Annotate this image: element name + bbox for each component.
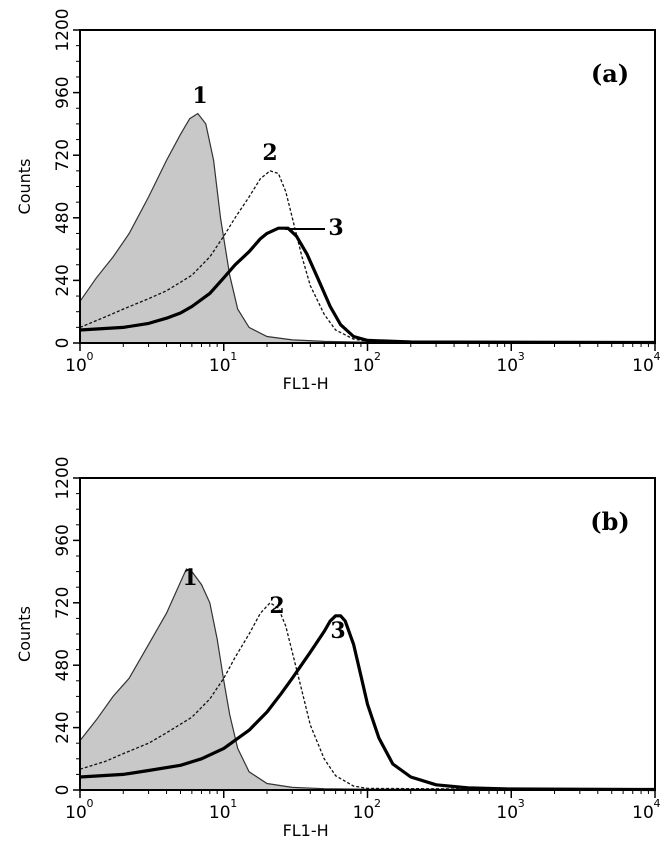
x-axis-title: FL1-H: [283, 821, 329, 840]
y-tick-label: 1200: [53, 456, 73, 499]
x-tick-label: 10: [496, 356, 518, 376]
y-axis-title: Counts: [15, 159, 34, 215]
panel-label: (a): [591, 59, 629, 88]
x-tick-label: 10: [209, 356, 231, 376]
x-tick-exponent: 4: [654, 797, 661, 810]
x-tick-label: 10: [632, 803, 654, 823]
y-tick-label: 0: [53, 785, 73, 796]
series-1-curve: [79, 112, 656, 344]
x-tick-exponent: 1: [230, 350, 237, 363]
x-tick-label: 10: [65, 356, 87, 376]
series-1-curve: [79, 568, 656, 791]
y-tick-label: 240: [53, 264, 73, 296]
curve-label-2: 2: [262, 140, 277, 166]
curve-label-3: 3: [328, 215, 343, 241]
x-tick-exponent: 3: [518, 797, 525, 810]
x-tick-label: 10: [353, 803, 375, 823]
y-tick-label: 720: [53, 139, 73, 171]
y-tick-label: 960: [53, 76, 73, 108]
curve-label-2: 2: [269, 593, 284, 619]
x-tick-exponent: 2: [374, 797, 381, 810]
x-tick-exponent: 0: [87, 797, 94, 810]
x-tick-label: 10: [65, 803, 87, 823]
y-axis-title: Counts: [15, 606, 34, 662]
x-axis-title: FL1-H: [283, 374, 329, 393]
y-tick-label: 480: [53, 202, 73, 234]
x-tick-label: 10: [353, 356, 375, 376]
y-tick-label: 960: [53, 524, 73, 556]
x-tick-label: 10: [496, 803, 518, 823]
y-tick-label: 720: [53, 587, 73, 619]
y-tick-label: 0: [53, 338, 73, 349]
panel-label: (b): [590, 507, 630, 536]
x-tick-exponent: 1: [230, 797, 237, 810]
x-tick-exponent: 2: [374, 350, 381, 363]
x-tick-exponent: 3: [518, 350, 525, 363]
y-tick-label: 240: [53, 711, 73, 743]
series-2-curve: [79, 170, 656, 344]
series-3-curve: [79, 614, 656, 792]
series-3-curve: [79, 226, 656, 345]
x-tick-label: 10: [209, 803, 231, 823]
series-2-curve: [79, 601, 656, 791]
x-tick-exponent: 0: [87, 350, 94, 363]
curve-label-1: 1: [192, 83, 207, 109]
curve-label-3: 3: [330, 618, 345, 644]
x-tick-label: 10: [632, 356, 654, 376]
y-tick-label: 1200: [53, 8, 73, 51]
x-tick-exponent: 4: [654, 350, 661, 363]
curve-label-1: 1: [182, 565, 197, 591]
y-tick-label: 480: [53, 649, 73, 681]
